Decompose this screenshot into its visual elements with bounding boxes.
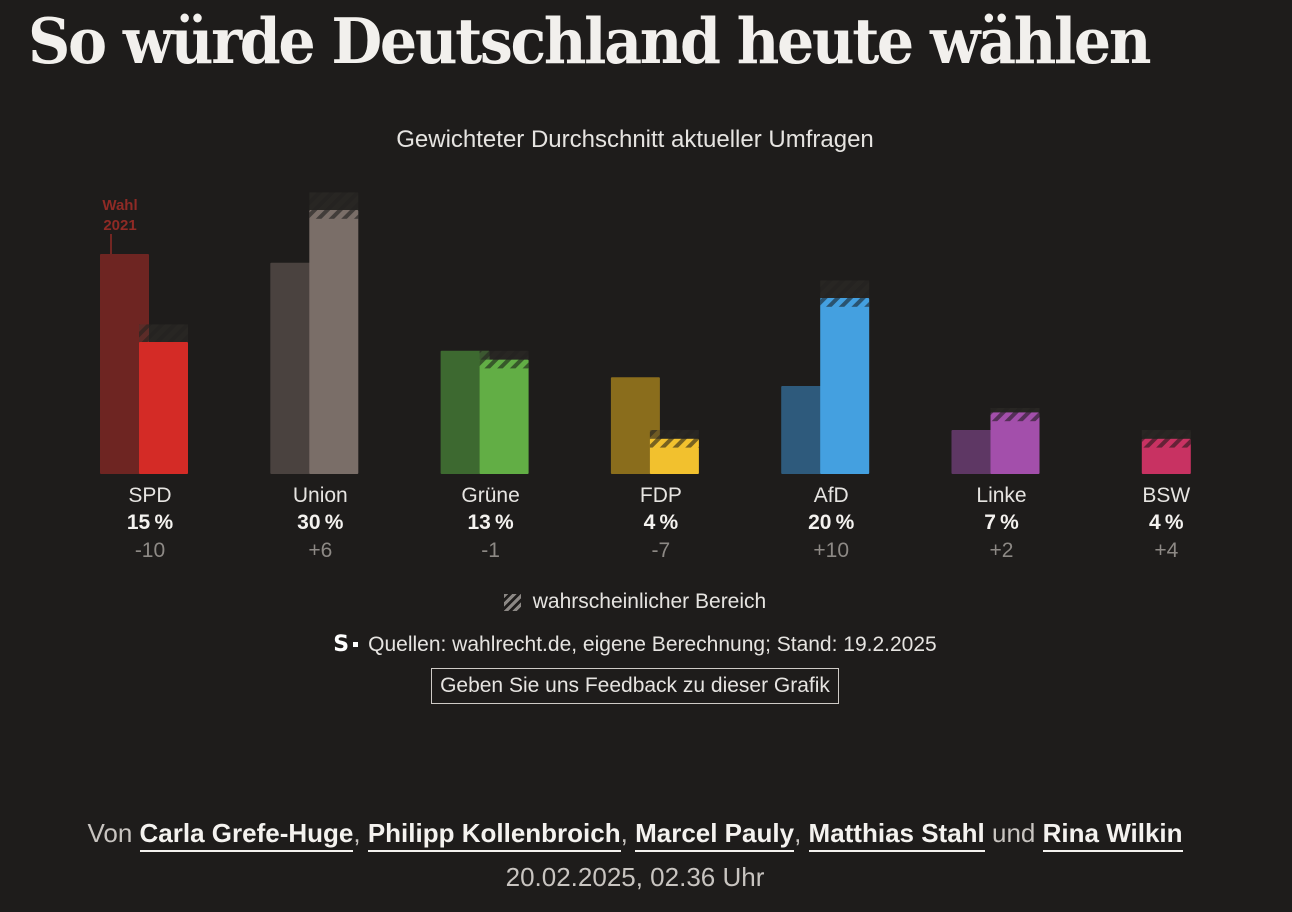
party-label: BSW <box>1142 484 1190 507</box>
party-value: 15 % <box>127 511 174 534</box>
byline-conjunction: und <box>992 818 1036 848</box>
author-link[interactable]: Philipp Kollenbroich <box>367 818 621 852</box>
bar-previous-fdp <box>610 377 660 474</box>
range-above-fdp <box>649 430 699 439</box>
legend-range-label: wahrscheinlicher Bereich <box>532 590 767 613</box>
bar-current-linke <box>990 412 1040 474</box>
party-value: 4 % <box>644 511 679 534</box>
sources-text: Quellen: wahlrecht.de, eigene Berechnung… <box>368 632 937 656</box>
author-link[interactable]: Carla Grefe-Huge <box>139 818 354 852</box>
bar-previous-linke <box>951 430 1001 474</box>
author-link[interactable]: Matthias Stahl <box>808 818 985 852</box>
byline: Von Carla Grefe-Huge, Philipp Kollenbroi… <box>0 818 1270 852</box>
party-change: -1 <box>481 539 500 562</box>
annotation-wahl-2021: 2021 <box>103 217 136 234</box>
sources-line: S Quellen: wahlrecht.de, eigene Berechnu… <box>0 632 1270 657</box>
party-label: Union <box>293 484 348 507</box>
party-value: 20 % <box>808 511 855 534</box>
bar-current-afd <box>820 298 870 474</box>
party-label: SPD <box>128 484 171 507</box>
headline: So würde Deutschland heute wählen <box>28 4 1151 78</box>
feedback-button[interactable]: Geben Sie uns Feedback zu dieser Grafik <box>431 668 839 704</box>
chart-subtitle: Gewichteter Durchschnitt aktueller Umfra… <box>396 126 874 153</box>
range-hatch-bsw <box>1141 430 1191 448</box>
author-link[interactable]: Marcel Pauly <box>635 818 795 852</box>
range-above-linke <box>990 408 1040 413</box>
party-label: Grüne <box>461 484 519 507</box>
party-label: AfD <box>814 484 849 507</box>
party-value: 13 % <box>467 511 514 534</box>
bar-previous-spd <box>100 254 149 474</box>
party-change: +4 <box>1154 539 1178 562</box>
range-hatch-grüne <box>479 350 529 369</box>
party-change: -7 <box>652 539 671 562</box>
range-above-spd <box>139 324 188 342</box>
dateline: 20.02.2025, 02.36 Uhr <box>505 862 765 892</box>
party-value: 30 % <box>297 511 344 534</box>
bar-chart: SPD 15 % -10 Union 30 % +6 Grüne 13 % -1 FDP 4 % -7… <box>100 192 1191 562</box>
chart-legend: wahrscheinlicher Bereich <box>0 590 1270 614</box>
party-label: Linke <box>976 484 1026 507</box>
range-above-bsw <box>1141 430 1191 439</box>
annotation-wahl-2021: Wahl <box>102 197 137 214</box>
bar-current-union <box>309 210 359 474</box>
feedback-wrap: Geben Sie uns Feedback zu dieser Grafik <box>0 668 1270 704</box>
hatch-swatch-icon <box>503 593 521 611</box>
party-change: +6 <box>308 539 332 562</box>
byline-separator: , <box>620 818 628 848</box>
party-label: FDP <box>640 484 682 507</box>
byline-separator: , <box>794 818 802 848</box>
party-value: 7 % <box>984 511 1019 534</box>
range-above-afd <box>820 280 870 298</box>
party-value: 4 % <box>1149 511 1184 534</box>
byline-prefix: Von <box>87 818 133 848</box>
bar-previous-grüne <box>440 350 490 474</box>
range-hatch-fdp <box>649 430 699 448</box>
party-change: +2 <box>990 539 1014 562</box>
range-hatch-afd <box>820 280 870 307</box>
range-hatch-union <box>309 192 359 219</box>
spiegel-logo-icon: S <box>333 632 350 657</box>
range-above-grüne <box>479 350 529 360</box>
party-change: +10 <box>813 539 849 562</box>
range-above-union <box>309 192 359 210</box>
party-change: -10 <box>135 539 165 562</box>
byline-separator: , <box>353 818 361 848</box>
range-hatch-linke <box>990 408 1040 422</box>
range-hatch-spd <box>139 324 188 342</box>
bar-previous-union <box>270 262 320 474</box>
logo-dot-icon <box>353 642 359 647</box>
bar-previous-afd <box>781 386 831 474</box>
author-link[interactable]: Rina Wilkin <box>1042 818 1183 852</box>
bar-current-spd <box>139 342 188 474</box>
bar-current-grüne <box>479 359 529 474</box>
